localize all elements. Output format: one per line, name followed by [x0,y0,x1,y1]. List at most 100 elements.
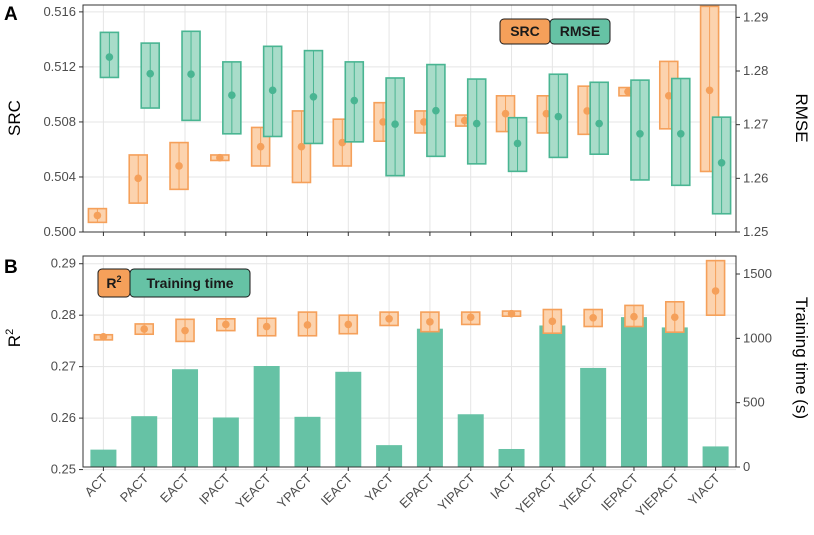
x-axis-category-label: PACT [117,470,151,504]
panel-b-right-tick-label: 1500 [743,266,772,281]
x-axis-category-label: YIEACT [556,470,600,514]
training-time-bar [376,445,403,467]
training-time-bar [702,446,729,467]
panel-b-right-tick-label: 0 [743,459,750,474]
rmse-mean-point [676,129,685,138]
legend-rmse-label: RMSE [560,23,600,39]
training-time-bar [620,317,647,467]
src-mean-point [134,174,143,183]
r2-mean-point [99,332,108,341]
r2-mean-point [426,318,434,326]
training-time-bar [90,449,117,467]
src-mean-point [297,142,306,151]
src-mean-point [501,109,510,118]
panel-b-left-tick-label: 0.27 [51,359,76,374]
x-axis-category-label: YIEPACT [633,470,682,519]
panel-b-ticks: 0.25 0.26 0.27 0.28 0.29 0 500 1000 1500 [51,256,772,477]
rmse-mean-point [554,112,563,121]
legend-src-label: SRC [510,23,540,39]
x-axis-category-label: IPACT [196,470,233,507]
r2-mean-point [222,320,230,329]
panel-a-left-axis-title: SRC [5,100,24,136]
x-axis-category-label: YEACT [233,470,274,511]
x-axis-category-label: EACT [157,470,192,505]
panel-b-right-axis-title: Training time (s) [792,297,811,419]
panel-a-label: A [4,4,18,25]
x-axis-category-label: YIACT [685,470,723,508]
r2-mean-point [466,313,475,322]
rmse-mean-point [432,106,440,115]
x-axis-category-label: ACT [82,470,111,499]
panel-b-left-tick-label: 0.25 [51,462,76,477]
rmse-mean-point [146,69,155,78]
src-mean-point [420,118,428,126]
panel-a-marks [87,5,732,224]
panel-a-left-tick-label: 0.508 [43,114,76,129]
panel-a-left-tick-label: 0.512 [43,59,76,74]
rmse-mean-point [350,96,359,105]
src-mean-point [93,211,102,220]
legend-rmse-swatch [549,18,611,45]
r2-mean-point [630,312,638,321]
panel-b-right-tick-label: 500 [743,395,765,410]
legend-training-time-label: Training time [146,275,233,291]
panel-b-frame [82,255,737,468]
src-mean-point [460,116,469,125]
src-mean-point [542,109,551,118]
training-time-bar [335,371,362,467]
r2-mean-point [385,314,393,323]
r2-mean-point [670,313,679,322]
src-mean-point [624,87,632,96]
r2-mean-point [711,287,720,295]
x-axis-category-label: EPACT [396,470,437,511]
training-time-bar [661,327,688,467]
src-mean-point [338,138,347,147]
panel-a-right-tick-label: 1.28 [743,63,768,78]
r2-mean-point [548,317,557,326]
panel-a-legend: SRC RMSE [499,18,611,45]
panel-a-frame [82,4,737,233]
panel-b-legend: R2 Training time [97,268,251,298]
rmse-mean-point [717,158,726,167]
panel-b-left-axis-title: R2 [4,329,24,347]
src-mean-point [583,107,591,115]
rmse-mean-point [309,92,318,101]
training-time-bar [212,417,239,467]
training-time-bar [539,325,566,467]
panel-a-left-tick-label: 0.500 [43,224,76,239]
src-mean-point [705,86,714,95]
training-time-bar [131,416,158,467]
src-mean-point [664,92,673,100]
rmse-mean-point [187,70,195,79]
x-axis-category-label: YPACT [274,470,315,511]
src-mean-point [256,142,265,151]
x-axis-category-label: YEPACT [513,470,560,517]
panel-a-right-tick-label: 1.25 [743,224,768,239]
r2-mean-point [303,321,312,329]
panel-a-plot: 0.500 0.504 0.508 0.512 0.516 1.25 1.26 1.27 1.2… [5,4,811,239]
panel-b-left-tick-label: 0.29 [51,256,76,271]
panel-a-ticks: 0.500 0.504 0.508 0.512 0.516 1.25 1.26 1.27 1.2… [43,4,768,239]
rmse-mean-point [228,91,236,99]
r2-mean-point [262,322,271,331]
panel-b-left-tick-label: 0.26 [51,410,76,425]
training-time-bar [172,369,199,467]
rmse-mean-point [105,53,114,61]
panel-b-right-tick-label: 1000 [743,330,772,345]
r2-mean-point [140,325,149,333]
panel-a-right-tick-label: 1.29 [743,9,768,24]
x-axis-category-label: IEACT [318,470,356,508]
panel-b-marks [90,259,729,467]
x-axis-labels: ACT PACT EACT IPACT YEACT YPACT IEACT YACT EPACT… [82,470,723,519]
x-axis-category-label: YIPACT [435,470,478,513]
r2-mean-point [507,309,516,318]
src-mean-point [379,118,387,126]
rmse-mean-point [268,86,277,95]
rmse-mean-point [513,139,522,148]
legend-training-time-swatch [129,268,251,298]
panel-a-right-tick-label: 1.26 [743,170,768,185]
rmse-mean-point [391,120,399,128]
x-axis-category-label: YACT [362,470,396,504]
rmse-mean-point [472,119,481,128]
